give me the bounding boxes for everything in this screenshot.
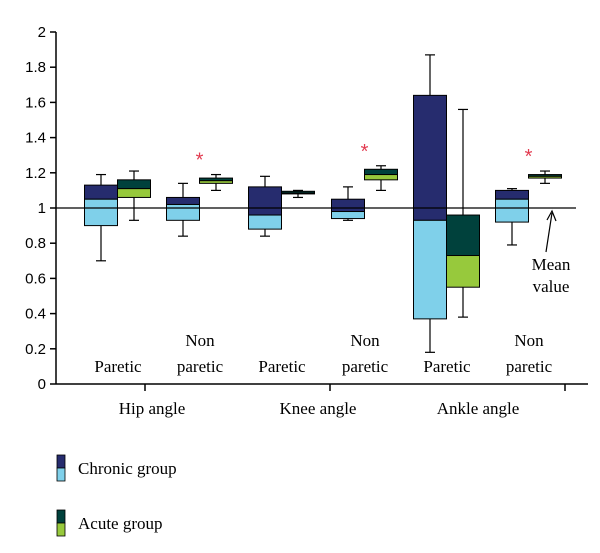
chronic-box-box-upper xyxy=(495,189,529,200)
annotation-text: value xyxy=(533,277,570,296)
legend-label: Acute group xyxy=(78,514,163,533)
group-label: Knee angle xyxy=(280,399,357,418)
y-tick-label: 0.8 xyxy=(25,235,46,252)
chronic-box-box-lower xyxy=(331,211,365,220)
annotation-arrowhead xyxy=(546,209,557,222)
acute-box-box-lower xyxy=(446,255,480,288)
sublabel: Paretic xyxy=(423,357,471,376)
y-tick-label: 1.4 xyxy=(25,130,46,147)
y-tick-label: 1.8 xyxy=(25,59,46,76)
chronic-box-box-lower xyxy=(248,214,282,230)
chronic-box-box-lower xyxy=(84,198,118,227)
sublabel: paretic xyxy=(177,357,224,376)
acute-box-box-upper xyxy=(364,168,398,176)
legend-label: Chronic group xyxy=(78,459,177,478)
chronic-box-box-upper xyxy=(84,184,118,200)
chronic-box-box-lower xyxy=(495,198,529,223)
annotation-text: Mean xyxy=(532,255,571,274)
chronic-box-box-lower xyxy=(413,219,447,320)
chronic-box-box-lower xyxy=(166,203,200,221)
y-tick-label: 2 xyxy=(38,24,46,41)
acute-box-box-upper xyxy=(117,179,151,190)
acute-box-box-lower xyxy=(281,192,315,195)
y-tick-label: 0.2 xyxy=(25,341,46,358)
acute-box-box-lower xyxy=(199,180,233,184)
significance-star: * xyxy=(361,141,369,163)
sublabel: paretic xyxy=(506,357,553,376)
significance-star: * xyxy=(525,146,533,168)
y-tick-label: 0.6 xyxy=(25,270,46,287)
significance-star: * xyxy=(196,150,204,172)
group-label: Ankle angle xyxy=(437,399,520,418)
sublabel: Paretic xyxy=(94,357,142,376)
chronic-box-box-upper xyxy=(413,94,447,221)
y-tick-label: 1.6 xyxy=(25,94,46,111)
chronic-box-box-upper xyxy=(248,186,282,216)
legend-swatch-lower xyxy=(56,522,66,537)
chronic-box-box-upper xyxy=(331,198,365,213)
y-tick-label: 1 xyxy=(38,200,46,217)
acute-box-box-lower xyxy=(528,175,562,179)
acute-box-box-upper xyxy=(446,214,480,257)
group-label: Hip angle xyxy=(119,399,186,418)
y-tick-label: 0 xyxy=(38,376,46,393)
legend-swatch-lower xyxy=(56,467,66,482)
legend-swatch-upper xyxy=(56,509,66,524)
y-tick-label: 0.4 xyxy=(25,306,46,323)
sublabel: Non xyxy=(514,331,544,350)
sublabel: Non xyxy=(350,331,380,350)
legend-swatch-upper xyxy=(56,454,66,469)
y-tick-label: 1.2 xyxy=(25,165,46,182)
annotation-arrow xyxy=(545,212,553,253)
acute-box-box-lower xyxy=(364,174,398,181)
chronic-box-box-upper xyxy=(166,196,200,205)
sublabel: paretic xyxy=(342,357,389,376)
sublabel: Paretic xyxy=(258,357,306,376)
sublabel: Non xyxy=(185,331,215,350)
acute-box-box-lower xyxy=(117,188,151,198)
